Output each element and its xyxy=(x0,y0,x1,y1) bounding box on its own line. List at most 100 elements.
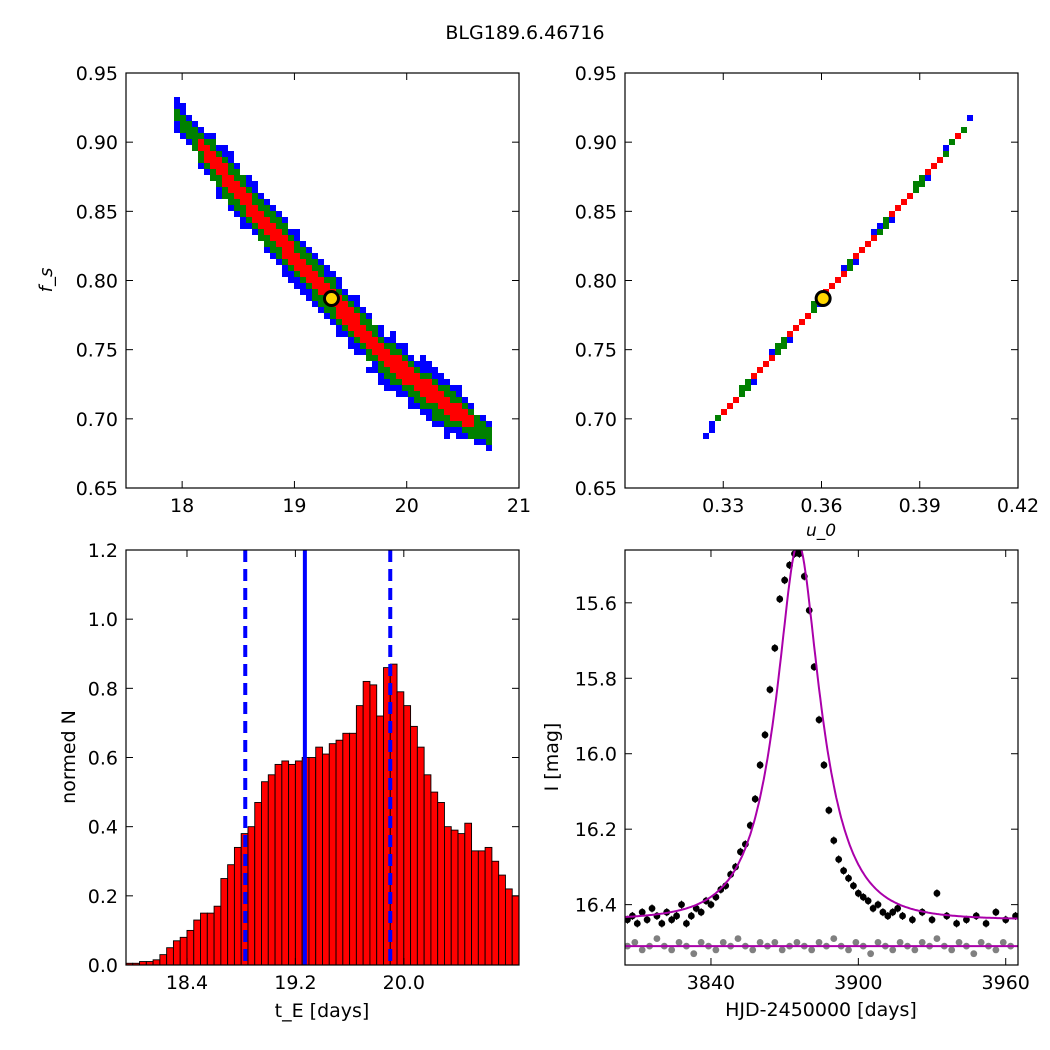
density-cell xyxy=(456,421,462,427)
density-cell xyxy=(709,427,715,433)
residual-point xyxy=(653,935,661,942)
x-tick-label: 0.39 xyxy=(899,495,941,517)
density-cell xyxy=(240,193,246,199)
residual-point xyxy=(992,946,1000,954)
density-cell xyxy=(174,127,180,133)
density-cell xyxy=(240,211,246,217)
residual-point xyxy=(697,938,705,946)
density-cell xyxy=(330,283,336,289)
density-cell xyxy=(378,379,384,385)
density-cell xyxy=(378,367,384,373)
density-cell xyxy=(745,385,751,391)
density-cell xyxy=(835,277,841,283)
density-cell xyxy=(919,181,925,187)
density-cell xyxy=(288,259,294,265)
density-cell xyxy=(480,439,486,445)
residual-point xyxy=(867,950,875,958)
density-cell xyxy=(192,139,198,145)
density-cell xyxy=(859,247,865,253)
density-cell xyxy=(811,301,817,307)
residual-point xyxy=(778,946,786,954)
density-cell xyxy=(438,373,444,379)
x-tick-label: 3960 xyxy=(982,972,1030,994)
density-cell xyxy=(246,181,252,187)
density-cell xyxy=(811,307,817,313)
density-cell xyxy=(420,409,426,415)
panel-u0-fs: 0.33 0.36 0.39 0.42 0.65 0.70 0.75 0.80 0.85 0.90… xyxy=(575,63,1039,541)
density-cell xyxy=(234,175,240,181)
data-point xyxy=(658,920,666,927)
density-cell xyxy=(288,229,294,235)
data-point xyxy=(879,908,887,916)
density-cell xyxy=(414,361,420,367)
density-cell xyxy=(805,313,811,319)
density-cell xyxy=(174,97,180,103)
density-cell xyxy=(240,217,246,223)
density-cell xyxy=(318,295,324,301)
density-cell xyxy=(354,313,360,319)
density-cell xyxy=(192,121,198,127)
density-cell xyxy=(240,187,246,193)
density-cell xyxy=(258,217,264,223)
histogram-bar xyxy=(328,743,337,966)
density-cell xyxy=(324,307,330,313)
density-cell xyxy=(354,307,360,313)
density-cell xyxy=(943,145,949,151)
y-tick-label: 0.8 xyxy=(88,678,118,700)
y-tick-label: 0.85 xyxy=(575,201,617,223)
density-cell xyxy=(396,367,402,373)
density-cell xyxy=(282,223,288,229)
density-cell xyxy=(769,355,775,361)
density-cell xyxy=(264,235,270,241)
data-point xyxy=(678,901,685,909)
histogram-bar xyxy=(437,802,445,966)
density-cell xyxy=(486,445,492,451)
density-cell xyxy=(474,415,480,421)
data-point xyxy=(692,905,700,912)
density-cell xyxy=(276,229,282,235)
histogram-bar xyxy=(355,705,364,966)
density-cell xyxy=(438,403,444,409)
density-cell xyxy=(198,163,204,169)
data-point xyxy=(638,908,646,916)
density-cell xyxy=(432,403,438,409)
density-cell xyxy=(252,229,258,235)
density-cell xyxy=(877,229,883,235)
density-cell xyxy=(264,211,270,217)
data-point xyxy=(776,595,784,603)
density-cell xyxy=(384,355,390,361)
density-cell xyxy=(306,289,312,295)
density-cell xyxy=(372,331,378,337)
data-point xyxy=(707,901,715,909)
density-cell xyxy=(703,433,709,439)
residual-point xyxy=(815,938,823,946)
x-tick-label: 19.2 xyxy=(274,972,316,994)
density-cell xyxy=(799,319,805,325)
data-point xyxy=(850,882,857,890)
density-cell xyxy=(462,397,468,403)
density-cell xyxy=(354,331,360,337)
density-cell xyxy=(480,427,486,433)
te-fs-ylabel: f_s xyxy=(36,268,57,293)
density-cell xyxy=(378,349,384,355)
density-cell xyxy=(204,133,210,139)
density-cell xyxy=(414,367,420,373)
histogram-bar xyxy=(335,739,344,966)
histogram-bar xyxy=(376,715,384,966)
density-cell xyxy=(354,337,360,343)
density-cell xyxy=(192,145,198,151)
te-histogram-ticks: 18.4 19.2 20.0 0.0 0.2 0.4 0.6 0.8 1.0 1.2 xyxy=(88,540,519,994)
density-cell xyxy=(270,235,276,241)
density-cell xyxy=(420,403,426,409)
x-tick-label: 20 xyxy=(395,495,419,517)
density-cell xyxy=(294,271,300,277)
density-cell xyxy=(348,337,354,343)
density-cell xyxy=(282,217,288,223)
density-cell xyxy=(432,385,438,391)
density-cell xyxy=(306,295,312,301)
density-cell xyxy=(312,271,318,277)
density-cell xyxy=(450,385,456,391)
y-tick-label: 0.4 xyxy=(88,817,118,839)
density-cell xyxy=(378,361,384,367)
histogram-bar xyxy=(498,874,506,966)
